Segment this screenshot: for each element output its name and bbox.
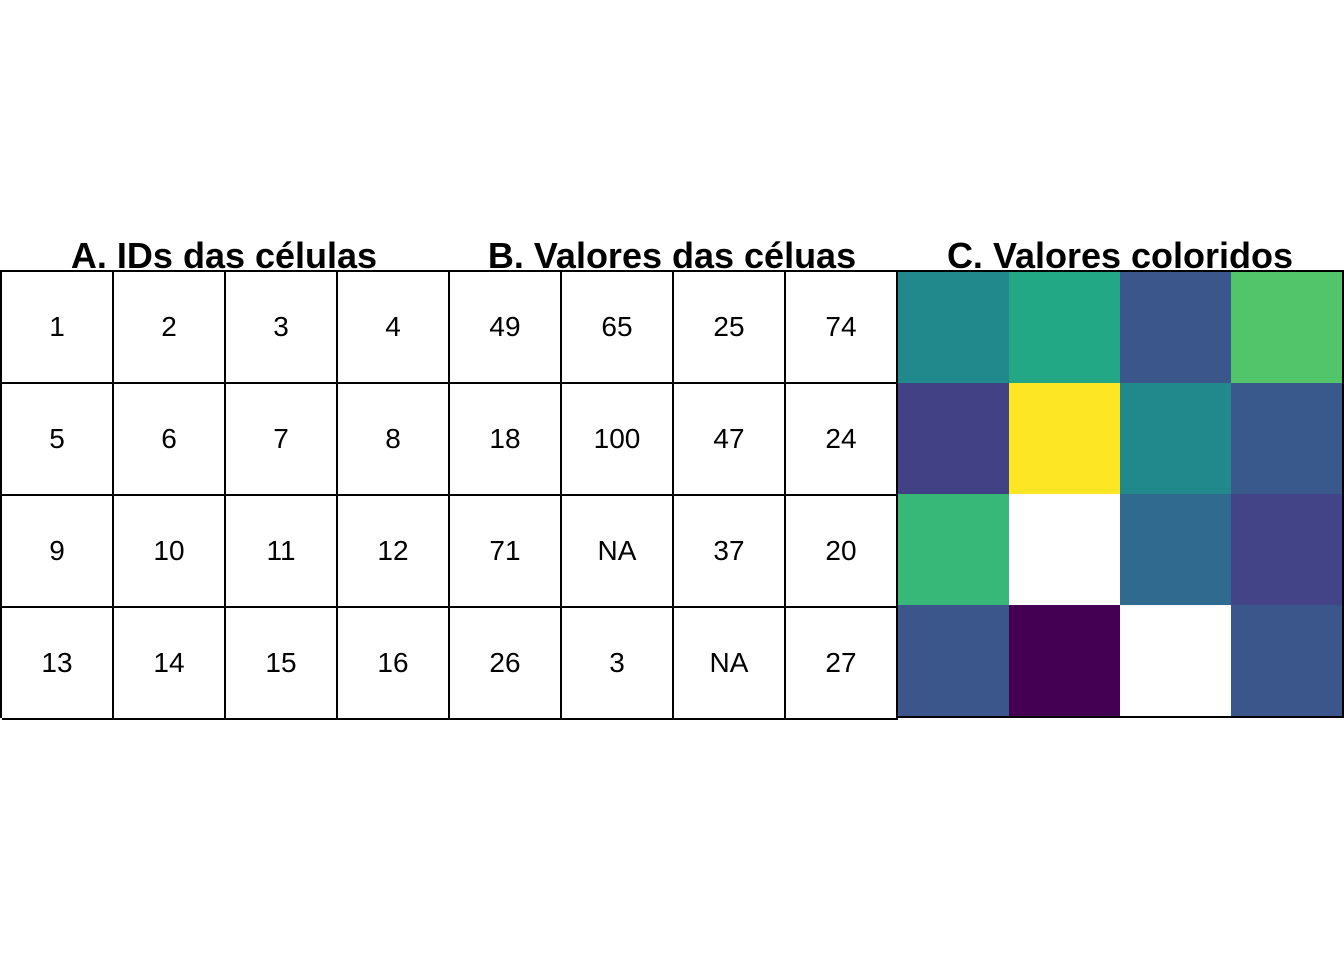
- cell-id-2: 2: [114, 272, 226, 384]
- colored-cell-14: [1009, 605, 1120, 716]
- cell-value-16: 27: [786, 608, 898, 720]
- panel-colored-values: C. Valores coloridos: [896, 226, 1344, 718]
- cell-id-16: 16: [338, 608, 450, 720]
- cell-value-3: 25: [674, 272, 786, 384]
- panel-title-values: B. Valores das céluas: [487, 235, 857, 276]
- cell-id-8: 8: [338, 384, 450, 496]
- panel-cell-ids: A. IDs das células 1 2 3 4 5 6 7 8 9 10 11 12 13 14 15…: [0, 226, 450, 720]
- colored-cell-10: [1009, 494, 1120, 605]
- cell-id-3: 3: [226, 272, 338, 384]
- colored-cell-4: [1231, 272, 1342, 383]
- panel-title-colored: C. Valores coloridos: [946, 235, 1294, 276]
- cell-value-9: 71: [450, 496, 562, 608]
- cell-id-1: 1: [2, 272, 114, 384]
- cell-id-10: 10: [114, 496, 226, 608]
- cell-value-15: NA: [674, 608, 786, 720]
- cell-value-6: 100: [562, 384, 674, 496]
- cell-id-15: 15: [226, 608, 338, 720]
- cell-id-14: 14: [114, 608, 226, 720]
- cell-id-13: 13: [2, 608, 114, 720]
- colored-cell-12: [1231, 494, 1342, 605]
- cell-id-9: 9: [2, 496, 114, 608]
- colored-cell-15: [1120, 605, 1231, 716]
- colored-cell-1: [898, 272, 1009, 383]
- colored-cell-11: [1120, 494, 1231, 605]
- colored-cell-8: [1231, 383, 1342, 494]
- cell-value-5: 18: [450, 384, 562, 496]
- colored-cell-2: [1009, 272, 1120, 383]
- cell-value-2: 65: [562, 272, 674, 384]
- cell-id-7: 7: [226, 384, 338, 496]
- cell-id-4: 4: [338, 272, 450, 384]
- panel-cell-values: B. Valores das céluas 49 65 25 74 18 100 47 24 7…: [448, 226, 898, 720]
- cell-id-5: 5: [2, 384, 114, 496]
- colored-cell-6: [1009, 383, 1120, 494]
- colored-cell-5: [898, 383, 1009, 494]
- cell-value-8: 24: [786, 384, 898, 496]
- cell-value-4: 74: [786, 272, 898, 384]
- cell-id-11: 11: [226, 496, 338, 608]
- cell-value-11: 37: [674, 496, 786, 608]
- colored-cell-3: [1120, 272, 1231, 383]
- colored-cell-7: [1120, 383, 1231, 494]
- cell-id-6: 6: [114, 384, 226, 496]
- colored-value-grid: [896, 270, 1344, 718]
- colored-cell-9: [898, 494, 1009, 605]
- cell-id-12: 12: [338, 496, 450, 608]
- cell-id-grid: 1 2 3 4 5 6 7 8 9 10 11 12 13 14 15 16: [0, 270, 450, 720]
- cell-value-14: 3: [562, 608, 674, 720]
- colored-cell-13: [898, 605, 1009, 716]
- cell-value-13: 26: [450, 608, 562, 720]
- cell-value-10: NA: [562, 496, 674, 608]
- panel-title-ids: A. IDs das células: [70, 235, 378, 276]
- cell-value-7: 47: [674, 384, 786, 496]
- cell-value-12: 20: [786, 496, 898, 608]
- cell-value-1: 49: [450, 272, 562, 384]
- cell-value-grid: 49 65 25 74 18 100 47 24 71 NA 37 20 26 3 NA 27: [448, 270, 898, 720]
- colored-cell-16: [1231, 605, 1342, 716]
